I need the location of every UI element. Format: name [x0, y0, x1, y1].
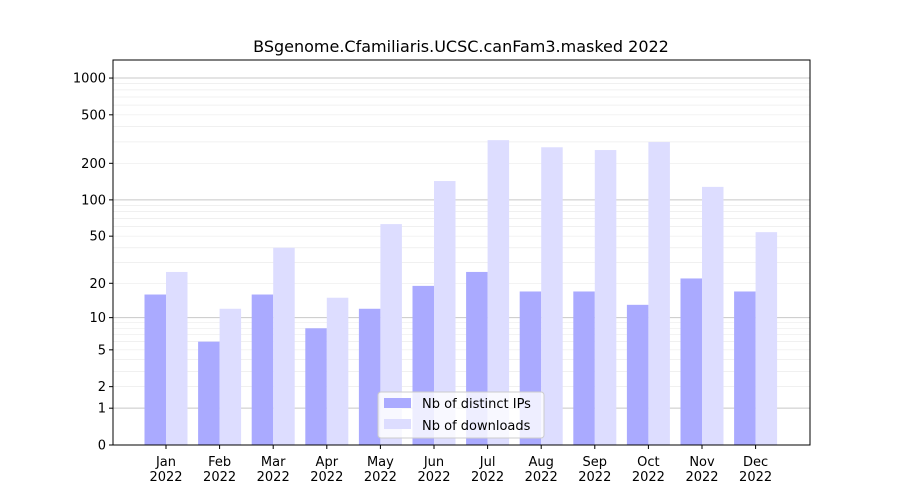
bar-ips	[573, 291, 595, 445]
bar-downloads	[380, 224, 402, 445]
y-tick-label: 1000	[73, 72, 106, 87]
bar-downloads	[166, 271, 188, 445]
bar-downloads	[755, 232, 778, 445]
bars	[144, 140, 778, 446]
bar-ips	[251, 294, 274, 445]
x-tick-label: 2022	[739, 470, 772, 485]
y-tick-label: 100	[81, 193, 106, 208]
x-tick-label: Mar	[261, 455, 286, 470]
bar-downloads	[702, 186, 724, 445]
bar-ips	[305, 328, 327, 445]
y-tick-label: 5	[98, 343, 106, 358]
x-tick-label: Aug	[529, 455, 554, 470]
x-tick-label: 2022	[685, 470, 718, 485]
bar-ips	[734, 291, 756, 445]
y-axis: 0 1 2 5 10 20 50 100 200 500 1000	[73, 72, 113, 454]
y-tick-label: 1	[98, 402, 106, 417]
x-tick-label: Sep	[583, 455, 608, 470]
x-tick-label: Dec	[743, 455, 768, 470]
y-tick-label: 200	[81, 157, 106, 172]
y-tick-label: 500	[81, 108, 106, 123]
legend-label-ips: Nb of distinct IPs	[422, 397, 531, 412]
legend-label-downloads: Nb of downloads	[422, 419, 531, 434]
x-tick-label: May	[367, 455, 394, 470]
bar-ips	[680, 278, 702, 445]
y-tick-label: 10	[89, 311, 106, 326]
bar-downloads	[219, 308, 242, 445]
x-tick-label: Jul	[479, 455, 496, 470]
x-tick-label: Apr	[316, 455, 339, 470]
x-tick-label: 2022	[578, 470, 611, 485]
x-tick-label: 2022	[471, 470, 504, 485]
x-tick-label: Jun	[423, 455, 444, 470]
x-tick-label: Jan	[155, 455, 176, 470]
legend-swatch-downloads	[384, 419, 411, 429]
y-tick-label: 2	[98, 380, 106, 395]
x-tick-label: 2022	[149, 470, 182, 485]
y-tick-label: 20	[89, 277, 106, 292]
x-tick-label: Oct	[637, 455, 659, 470]
x-tick-label: 2022	[257, 470, 290, 485]
legend: Nb of distinct IPs Nb of downloads	[377, 391, 545, 439]
bar-downloads	[273, 247, 295, 445]
bar-downloads	[326, 297, 349, 445]
bar-ips	[626, 304, 649, 445]
bar-ips	[144, 294, 166, 445]
x-tick-label: Nov	[689, 455, 715, 470]
y-tick-label: 50	[89, 230, 106, 245]
bar-downloads	[434, 181, 456, 445]
x-axis: Jan2022Feb2022Mar2022Apr2022May2022Jun20…	[149, 445, 772, 485]
bar-downloads	[648, 142, 670, 445]
x-tick-label: 2022	[310, 470, 343, 485]
legend-box	[377, 391, 545, 439]
x-tick-label: 2022	[632, 470, 665, 485]
x-tick-label: 2022	[203, 470, 236, 485]
bar-downloads	[541, 147, 563, 445]
bar-ips	[358, 308, 381, 445]
bar-ips	[198, 341, 220, 445]
bar-downloads	[594, 150, 617, 446]
x-tick-label: 2022	[364, 470, 397, 485]
y-tick-label: 0	[98, 439, 106, 454]
x-tick-label: 2022	[525, 470, 558, 485]
x-tick-label: 2022	[417, 470, 450, 485]
legend-swatch-ips	[384, 398, 411, 408]
bar-downloads	[487, 140, 510, 445]
chart-title: BSgenome.Cfamiliaris.UCSC.canFam3.masked…	[253, 37, 669, 56]
x-tick-label: Feb	[208, 455, 231, 470]
plot-frame	[112, 59, 811, 446]
